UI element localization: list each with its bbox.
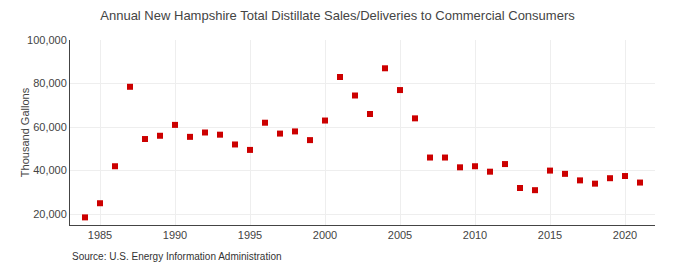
svg-text:Annual New Hampshire Total Dis: Annual New Hampshire Total Distillate Sa…	[100, 8, 575, 23]
svg-text:100,000: 100,000	[27, 34, 67, 46]
svg-text:2000: 2000	[313, 229, 337, 241]
svg-text:Thousand Gallons: Thousand Gallons	[19, 87, 31, 177]
svg-text:2020: 2020	[613, 229, 637, 241]
svg-text:60,000: 60,000	[33, 121, 67, 133]
svg-text:Source: U.S. Energy Informatio: Source: U.S. Energy Information Administ…	[72, 251, 282, 262]
svg-text:20,000: 20,000	[33, 208, 67, 220]
svg-text:1990: 1990	[163, 229, 187, 241]
svg-text:1985: 1985	[88, 229, 112, 241]
svg-text:2010: 2010	[463, 229, 487, 241]
svg-text:2005: 2005	[388, 229, 412, 241]
svg-text:40,000: 40,000	[33, 164, 67, 176]
svg-text:80,000: 80,000	[33, 77, 67, 89]
svg-text:2015: 2015	[538, 229, 562, 241]
svg-text:1995: 1995	[238, 229, 262, 241]
